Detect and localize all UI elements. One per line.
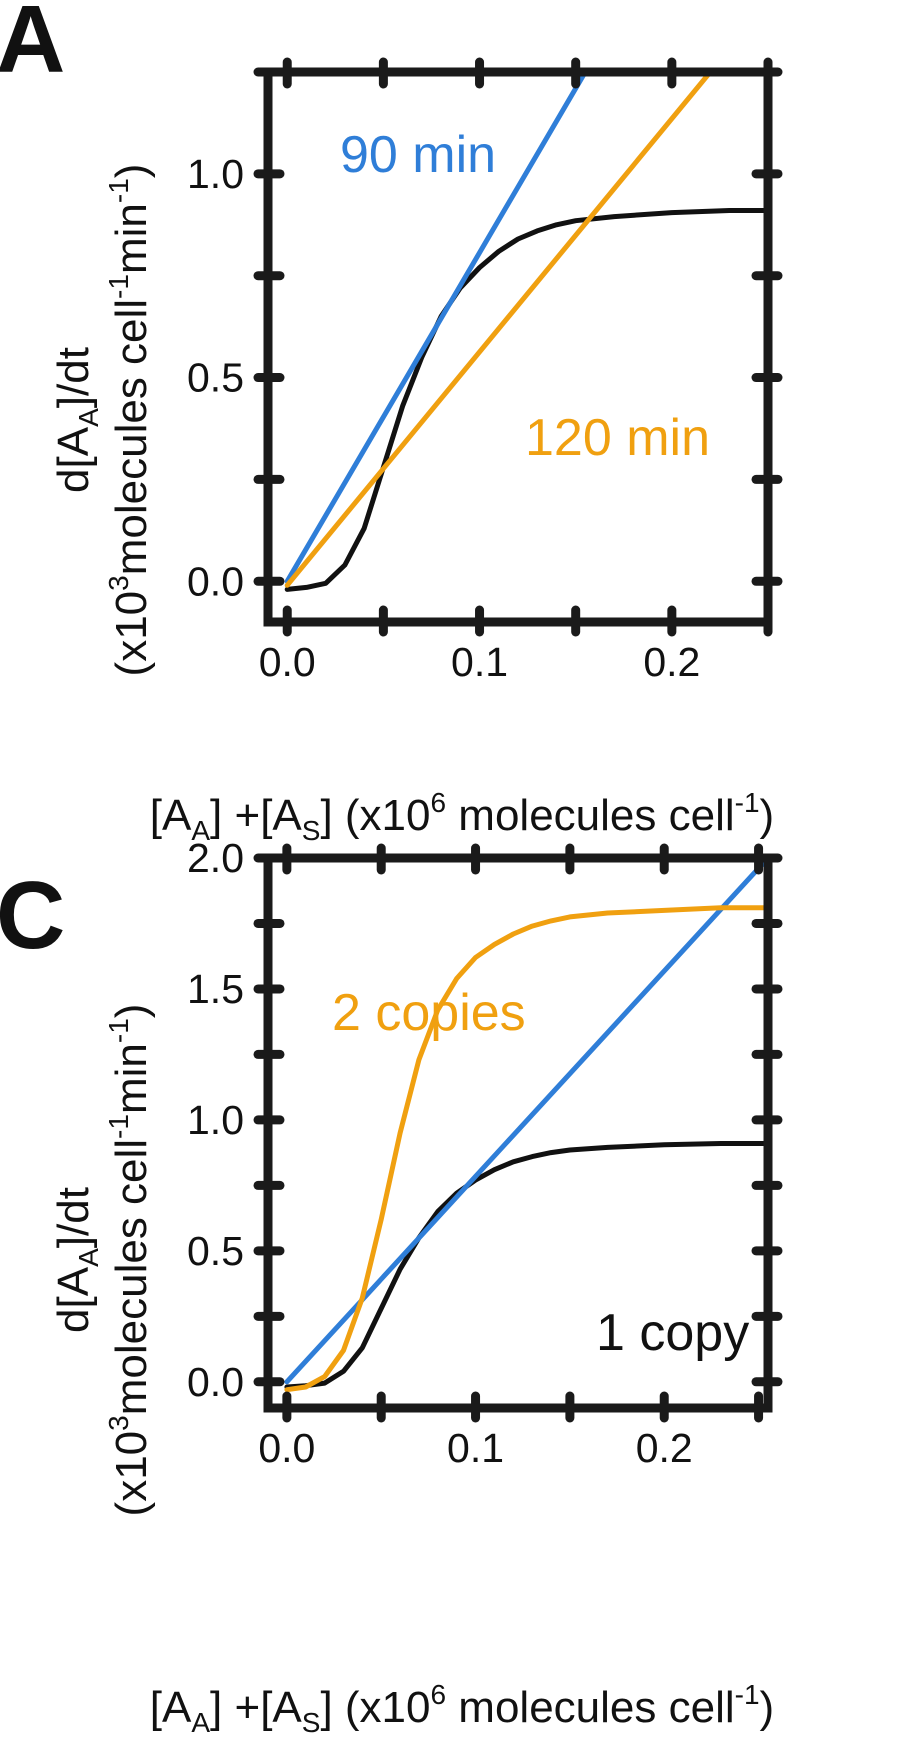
panel-a-y-tick-label: 0.0 <box>187 558 244 604</box>
label-120-min: 120 min <box>525 409 710 467</box>
panel-c-x-tick-label: 0.0 <box>258 1425 315 1471</box>
panel-c-y-axis-title: d[AA]/dt (x103molecules cell-1min-1) <box>49 1004 156 1517</box>
svg-text:d[AA]/dt: d[AA]/dt <box>49 347 104 493</box>
panel-a-y-axis-title: d[AA]/dt (x103molecules cell-1min-1) <box>49 164 156 677</box>
panel-letter-c: C <box>0 862 65 969</box>
svg-text:d[AA]/dt: d[AA]/dt <box>49 1187 104 1333</box>
panel-c-y-tick-label: 0.0 <box>187 1359 244 1405</box>
panel-c-series-1-line <box>284 858 768 1385</box>
panel-a-series-1-line <box>284 72 588 584</box>
panel-c-y-tick-label: 1.0 <box>187 1097 244 1143</box>
panel-a-chart: 0.0 0.5 1.0 0.0 0.1 0.2 <box>187 57 783 685</box>
panel-c-frame <box>263 853 773 1413</box>
label-90-min: 90 min <box>340 126 496 184</box>
svg-text:(x103molecules cell-1min-1): (x103molecules cell-1min-1) <box>103 164 156 677</box>
panel-a-x-tick-label: 0.0 <box>259 639 316 685</box>
panel-c-y-tick-label: 1.5 <box>187 966 244 1012</box>
panel-c-y-tick-label: 0.5 <box>187 1228 244 1274</box>
panel-a-x-axis-title: [AA] +[AS] (x106 molecules cell-1) <box>150 787 774 846</box>
label-1-copy: 1 copy <box>596 1304 749 1362</box>
svg-text:(x103molecules cell-1min-1): (x103molecules cell-1min-1) <box>103 1004 156 1517</box>
panel-a-y-tick-label: 1.0 <box>187 151 244 197</box>
panel-c-chart: 0.0 0.5 1.0 1.5 2.0 0.0 0.1 0.2 <box>187 835 783 1471</box>
panel-c-x-axis-title: [AA] +[AS] (x106 molecules cell-1) <box>150 1679 774 1738</box>
panel-a-x-tick-label: 0.2 <box>643 639 700 685</box>
panel-c-series-2-line <box>284 905 768 1393</box>
panel-c-y-tick-label: 2.0 <box>187 835 244 881</box>
panel-letter-a: A <box>0 0 65 93</box>
label-2-copies: 2 copies <box>332 984 526 1042</box>
panel-a-series-0-line <box>284 208 768 592</box>
panel-a-x-tick-label: 0.1 <box>451 639 508 685</box>
panel-a-y-tick-label: 0.5 <box>187 355 244 401</box>
panel-c-x-tick-label: 0.1 <box>447 1425 504 1471</box>
panel-a-frame <box>263 67 773 627</box>
panel-c-x-tick-label: 0.2 <box>636 1425 693 1471</box>
panel-a-series-2-line <box>284 72 713 588</box>
